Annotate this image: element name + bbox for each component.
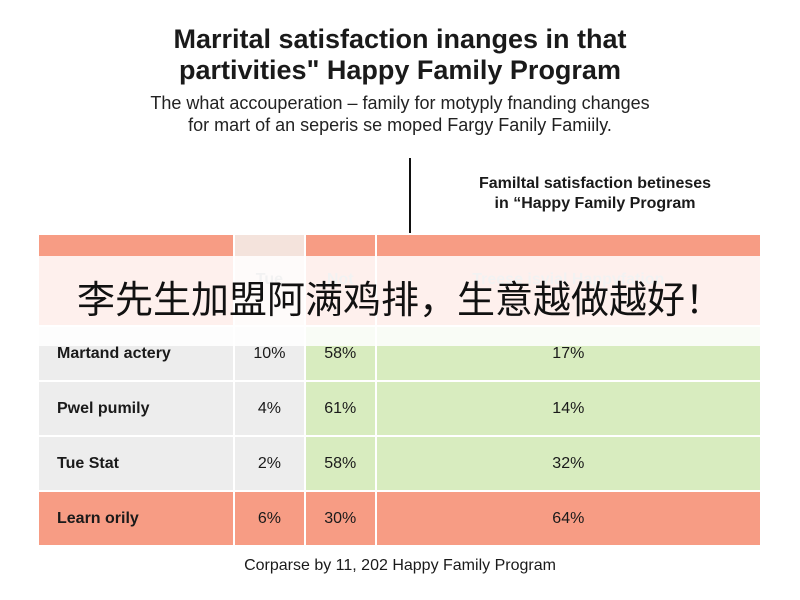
subtitle-line: The what accouperation – family for moty… [150,93,650,113]
row: Learn orily 6% 30% 64% [37,490,763,547]
row: Pwel pumily 4% 61% 14% [37,380,763,437]
cell: 2% [233,435,306,492]
title-line: partivitiesʺ Happy Family Program [179,55,621,85]
subheading-line: in “Happy Family Program [494,195,696,212]
cell: 64% [374,490,763,547]
divider [409,158,411,248]
cell: 6% [233,490,306,547]
subtitle-line: for mart of an seperis se moped Fargy Fa… [188,115,612,135]
cell: 14% [374,380,763,437]
footer: Corparse by 11, 202 Happy Family Program [244,557,556,574]
subheading-line: Familtal satisfaction betineses [478,175,712,192]
cell: 32% [374,435,763,492]
cell: 58% [303,435,377,492]
row: Tue Stat 2% 58% 32% [37,435,763,492]
title-line: Marrital satisfaction inanges in that [173,24,627,54]
banner: 李先生加盟阿满鸡排，生意越做越好！ [0,256,800,346]
cell: 4% [233,380,306,437]
cell: 30% [303,490,377,547]
cell: Tue Stat [37,435,235,492]
cell: Learn orily [37,490,235,547]
cell: Pwel pumily [37,380,235,437]
cell: 61% [303,380,377,437]
